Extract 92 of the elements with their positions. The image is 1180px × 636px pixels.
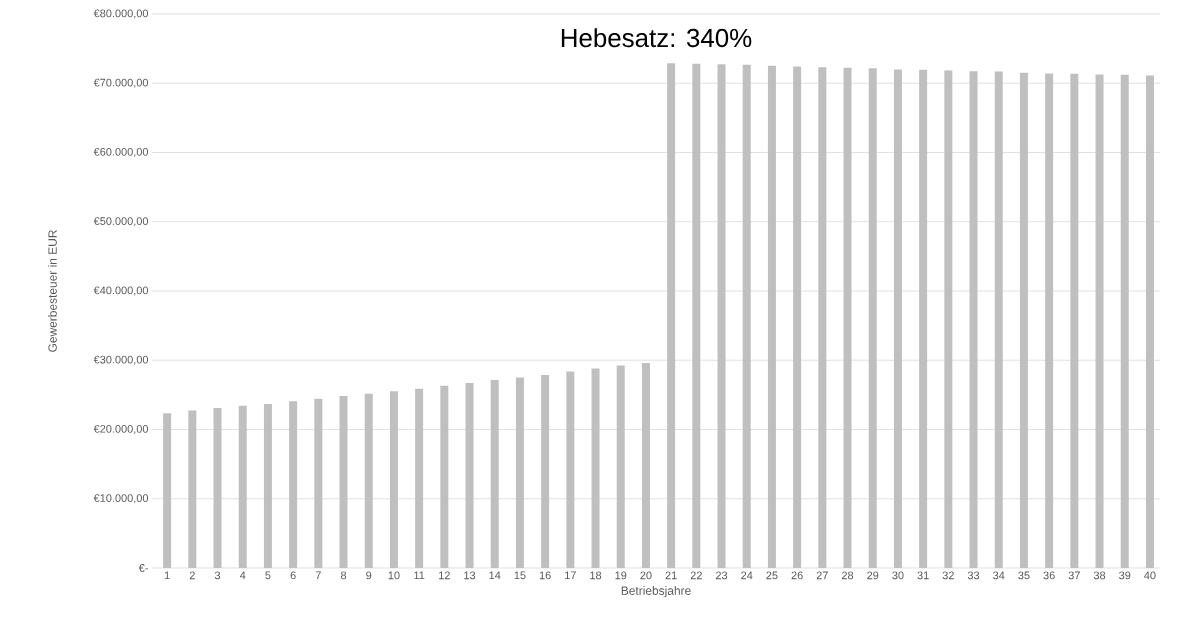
bar: [314, 398, 323, 568]
bar: [641, 362, 650, 568]
bar: [1095, 74, 1104, 568]
bar: [541, 374, 550, 568]
x-tick-label: 22: [690, 571, 702, 580]
bar: [667, 63, 676, 568]
x-tick-label: 23: [715, 571, 728, 580]
x-tick-label: 31: [917, 571, 929, 580]
x-tick-label: 36: [1043, 571, 1055, 580]
x-tick-label: 11: [414, 571, 425, 580]
bar: [515, 377, 524, 568]
bar: [692, 63, 701, 568]
bar: [944, 70, 953, 568]
bar: [263, 404, 272, 568]
x-tick-label: 1: [164, 571, 170, 580]
x-tick-label: 12: [439, 571, 450, 580]
bar: [1019, 72, 1028, 568]
bar: [566, 371, 575, 568]
bar: [238, 405, 247, 568]
x-tick-label: 7: [315, 571, 321, 580]
y-tick-label: €10.000,00: [93, 494, 149, 504]
x-tick-label: 30: [892, 571, 904, 580]
x-tick-label: 3: [214, 571, 221, 580]
x-tick-label: 10: [388, 571, 400, 580]
x-tick-label: 15: [514, 571, 526, 580]
bar: [591, 368, 600, 568]
x-tick-label: 17: [565, 571, 576, 580]
x-tick-label: 8: [340, 571, 347, 580]
x-axis-title: Betriebsjahre: [621, 586, 691, 598]
x-tick-label: 28: [841, 571, 854, 580]
y-tick-label: €-: [138, 564, 148, 572]
x-tick-label: 20: [640, 571, 652, 580]
bar: [1120, 74, 1129, 568]
bar: [289, 401, 298, 568]
bar: [465, 383, 474, 568]
bar: [389, 391, 398, 568]
y-tick-label: €20.000,00: [93, 424, 149, 435]
y-tick-label: €40.000,00: [93, 286, 149, 296]
bar: [742, 64, 751, 568]
bar: [793, 66, 802, 568]
x-tick-label: 14: [489, 571, 501, 580]
bar: [868, 68, 877, 568]
y-axis-title: Gewerbesteuer in EUR: [48, 230, 57, 352]
x-tick-label: 5: [265, 571, 271, 580]
bar: [616, 365, 625, 568]
bar: [843, 67, 852, 568]
bar: [339, 396, 348, 568]
bar: [1045, 73, 1054, 568]
bar: [163, 413, 172, 568]
bar: [717, 64, 726, 568]
x-tick-label: 9: [366, 571, 372, 580]
x-tick-label: 35: [1018, 571, 1030, 580]
x-tick-label: 33: [967, 571, 980, 580]
x-tick-label: 38: [1093, 571, 1106, 580]
bar: [969, 71, 978, 568]
x-tick-label: 16: [539, 571, 551, 580]
bar: [364, 393, 373, 568]
y-tick-label: €30.000,00: [93, 355, 149, 365]
y-tick-label: €50.000,00: [93, 217, 149, 227]
x-tick-label: 29: [867, 571, 879, 580]
bar: [893, 69, 902, 568]
bar: [818, 67, 827, 568]
x-tick-label: 21: [665, 571, 677, 580]
bar: [440, 385, 449, 568]
y-tick-label: €80.000,00: [93, 9, 149, 19]
x-tick-label: 6: [290, 571, 296, 580]
x-tick-label: 27: [816, 571, 828, 580]
bar: [490, 379, 499, 568]
x-tick-label: 25: [766, 571, 778, 580]
y-tick-label: €60.000,00: [93, 147, 149, 158]
bar: [1070, 73, 1079, 568]
x-tick-label: 39: [1119, 571, 1131, 580]
x-tick-label: 40: [1144, 571, 1156, 580]
x-tick-label: 4: [239, 571, 246, 580]
x-tick-label: 13: [464, 571, 476, 580]
x-tick-label: 18: [590, 571, 602, 580]
x-tick-label: 37: [1068, 571, 1080, 580]
y-tick-label: €70.000,00: [93, 78, 149, 88]
x-tick-label: 26: [791, 571, 803, 580]
bar: [767, 65, 776, 568]
x-tick-label: 19: [615, 571, 627, 580]
x-tick-label: 34: [993, 571, 1005, 580]
bar: [415, 388, 424, 568]
x-tick-label: 24: [741, 571, 753, 580]
x-tick-label: 2: [189, 571, 195, 580]
bar: [1145, 75, 1154, 568]
bar: [188, 410, 197, 568]
bar: [919, 69, 928, 568]
chart-title: Hebesatz: 340%: [561, 28, 752, 48]
bar: [994, 71, 1003, 568]
x-tick-label: 32: [942, 571, 954, 580]
bar: [213, 408, 222, 568]
